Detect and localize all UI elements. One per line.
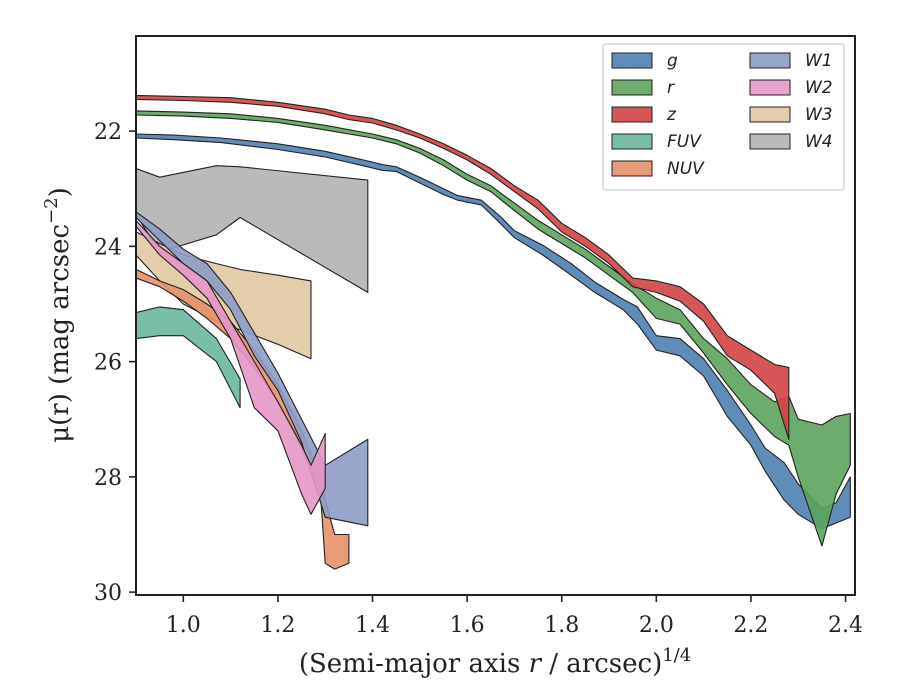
legend-label-nuv: NUV bbox=[667, 159, 705, 179]
y-tick-label: 22 bbox=[94, 120, 122, 145]
x-axis-label-exponent: 1/4 bbox=[662, 645, 691, 666]
y-axis-label: μ(r) (mag arcsec−2) bbox=[41, 187, 75, 443]
y-axis-label-main: μ(r) (mag arcsec bbox=[45, 224, 75, 443]
series-band-g bbox=[136, 133, 851, 530]
legend-swatch-w1 bbox=[749, 52, 791, 69]
legend-label-fuv: FUV bbox=[667, 132, 702, 152]
series-band-r bbox=[136, 110, 851, 547]
x-axis-label-post: / arcsec) bbox=[541, 649, 662, 679]
x-tick-label: 1.2 bbox=[260, 613, 295, 638]
y-tick-label: 30 bbox=[94, 581, 122, 606]
legend: grz FUV NUV W1 W2 W3 W4 bbox=[602, 43, 845, 191]
x-tick-label: 1.6 bbox=[450, 613, 485, 638]
plot-frame bbox=[135, 35, 856, 596]
y-axis-label-tail: ) bbox=[45, 187, 75, 197]
legend-label-w1: W1 bbox=[805, 51, 833, 71]
x-axis-label: (Semi-major axis r / arcsec)1/4 bbox=[299, 645, 691, 679]
y-tick-label: 24 bbox=[94, 235, 122, 260]
legend-label-z: z bbox=[666, 105, 677, 125]
series-band-w2 bbox=[136, 219, 326, 515]
x-axis-label-pre: (Semi-major axis bbox=[299, 649, 529, 679]
series-layer bbox=[136, 94, 851, 570]
legend-swatch-r bbox=[611, 79, 653, 96]
x-axis-ticks: 1.0 1.2 1.4 1.6 1.8 2.0 2.2 2.4 bbox=[166, 595, 863, 638]
legend-label-w4: W4 bbox=[805, 132, 833, 152]
legend-swatch-w2 bbox=[749, 79, 791, 96]
legend-label-w3: W3 bbox=[805, 105, 833, 125]
series-band-fuv bbox=[136, 306, 241, 409]
legend-swatch-nuv bbox=[611, 160, 653, 177]
legend-swatch-w3 bbox=[749, 106, 791, 123]
legend-label-r: r bbox=[667, 78, 675, 98]
y-axis-label-exponent: −2 bbox=[41, 197, 62, 224]
legend-label-g: g bbox=[667, 51, 678, 71]
x-tick-label: 1.8 bbox=[544, 613, 579, 638]
x-tick-label: 2.4 bbox=[828, 613, 863, 638]
legend-swatch-g bbox=[611, 52, 653, 69]
x-tick-label: 1.0 bbox=[166, 613, 201, 638]
legend-swatch-w4 bbox=[749, 133, 791, 150]
y-tick-label: 28 bbox=[94, 466, 122, 491]
x-tick-label: 2.2 bbox=[733, 613, 768, 638]
legend-swatch-fuv bbox=[611, 133, 653, 150]
x-axis-label-var: r bbox=[529, 649, 543, 679]
y-axis-ticks: 22 24 26 28 30 bbox=[94, 120, 136, 606]
y-tick-label: 26 bbox=[94, 351, 122, 376]
x-tick-label: 1.4 bbox=[355, 613, 390, 638]
x-tick-label: 2.0 bbox=[639, 613, 674, 638]
legend-swatch-z bbox=[611, 106, 653, 123]
legend-label-w2: W2 bbox=[805, 78, 833, 98]
series-band-z bbox=[136, 94, 790, 440]
